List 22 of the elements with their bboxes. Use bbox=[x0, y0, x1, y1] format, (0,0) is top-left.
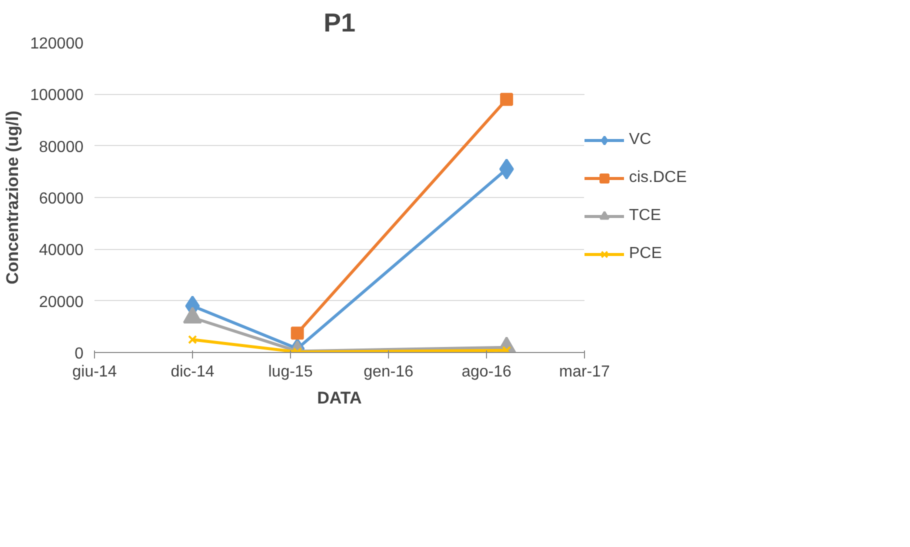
y-tick-label: 20000 bbox=[39, 294, 84, 311]
y-tick-label: 100000 bbox=[30, 87, 84, 104]
x-tick-label: lug-15 bbox=[268, 364, 313, 380]
legend-label: cis.DCE bbox=[629, 169, 687, 187]
x-tick-label: mar-17 bbox=[559, 364, 610, 380]
chart-title: P1 bbox=[324, 8, 356, 38]
point bbox=[183, 306, 202, 324]
legend-label: TCE bbox=[629, 207, 661, 225]
x-axis-title: DATA bbox=[317, 388, 362, 408]
x-tick-label: gen-16 bbox=[364, 364, 414, 380]
y-axis-title: Concentrazione (ug/l) bbox=[3, 110, 22, 284]
x-tick-label: dic-14 bbox=[170, 364, 214, 380]
legend-label: VC bbox=[629, 131, 652, 149]
legend-label: PCE bbox=[629, 245, 662, 263]
point bbox=[500, 92, 514, 106]
x-tick-label: giu-14 bbox=[72, 364, 117, 380]
y-tick-label: 80000 bbox=[39, 138, 84, 156]
x-tick-label: ago-16 bbox=[462, 364, 512, 380]
y-tick-label: 0 bbox=[74, 346, 84, 362]
y-tick-label: 60000 bbox=[39, 190, 84, 208]
y-tick-label: 120000 bbox=[30, 36, 84, 52]
y-tick-label: 40000 bbox=[39, 242, 84, 260]
